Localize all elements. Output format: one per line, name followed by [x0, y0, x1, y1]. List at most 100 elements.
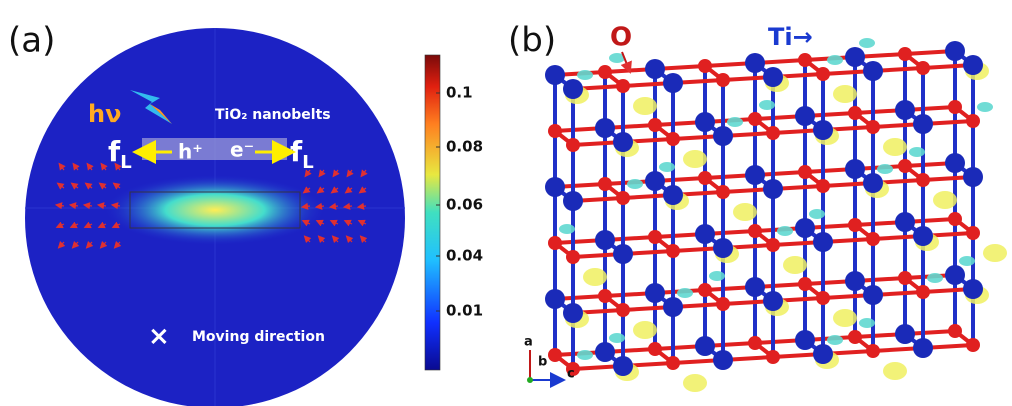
field-arrow: [331, 235, 340, 244]
charge-density: [659, 162, 675, 172]
titanium-atom: [863, 61, 883, 81]
oxygen-atom: [698, 171, 712, 185]
field-arrow: [82, 202, 93, 210]
titanium-atom: [595, 230, 615, 250]
charge-density: [627, 179, 643, 189]
titanium-atom: [563, 79, 583, 99]
titanium-atom: [763, 67, 783, 87]
atom-label: Ti→: [768, 23, 813, 51]
oxygen-atom: [866, 232, 880, 246]
titanium-atom: [863, 285, 883, 305]
field-arrow: [316, 186, 325, 194]
oxygen-atom: [916, 285, 930, 299]
titanium-atom: [645, 59, 665, 79]
titanium-atom: [545, 177, 565, 197]
oxygen-atom: [548, 124, 562, 138]
titanium-atom: [663, 73, 683, 93]
charge-density: [827, 335, 843, 345]
oxygen-atom: [598, 65, 612, 79]
oxygen-atom: [548, 236, 562, 250]
field-arrow: [356, 202, 367, 210]
oxygen-atom: [898, 271, 912, 285]
oxygen-atom: [616, 191, 630, 205]
titanium-atom: [863, 173, 883, 193]
field-arrow: [343, 219, 353, 227]
oxygen-atom: [916, 173, 930, 187]
field-arrow: [85, 240, 94, 249]
field-arrow: [314, 202, 325, 210]
oxygen-atom: [716, 73, 730, 87]
field-arrow: [112, 182, 121, 190]
charge-density: [933, 191, 957, 209]
titanium-atom: [795, 218, 815, 238]
charge-density: [727, 117, 743, 127]
charge-density: [577, 350, 593, 360]
oxygen-atom: [598, 289, 612, 303]
field-arrow: [98, 182, 107, 190]
field-arrow: [68, 202, 79, 210]
titanium-atom: [695, 336, 715, 356]
colorbar-tick-label: 0.01: [446, 302, 483, 320]
field-arrow: [55, 221, 65, 229]
oxygen-atom: [898, 159, 912, 173]
charge-density: [977, 102, 993, 112]
lightning-icon: [130, 90, 172, 124]
charge-density: [883, 138, 907, 156]
charge-density: [609, 333, 625, 343]
titanium-atom: [695, 224, 715, 244]
oxygen-atom: [848, 218, 862, 232]
field-arrow: [303, 235, 312, 244]
field-arrow: [357, 219, 367, 227]
titanium-atom: [763, 179, 783, 199]
oxygen-atom: [716, 297, 730, 311]
colorbar-ticks: 0.1 0.08 0.06 0.04 0.01: [436, 84, 483, 320]
field-arrow: [58, 162, 66, 171]
electron-label: e⁻: [230, 138, 254, 162]
oxygen-atom: [616, 79, 630, 93]
oxygen-atom: [748, 224, 762, 238]
oxygen-atom: [948, 324, 962, 338]
field-arrows: [54, 162, 368, 249]
oxygen-atom: [966, 114, 980, 128]
field-arrow: [114, 162, 122, 171]
titanium-atom: [645, 171, 665, 191]
charge-density: [883, 362, 907, 380]
charge-density: [559, 224, 575, 234]
titanium-atom: [895, 212, 915, 232]
titanium-atom: [845, 159, 865, 179]
field-arrow: [344, 186, 353, 194]
charge-density: [733, 203, 757, 221]
colorbar-tick-label: 0.04: [446, 247, 483, 265]
titanium-atom: [613, 244, 633, 264]
oxygen-atom: [748, 112, 762, 126]
field-arrow: [100, 162, 108, 171]
oxygen-atom: [916, 61, 930, 75]
field-arrow: [329, 219, 339, 227]
oxygen-atom: [548, 348, 562, 362]
field-arrow: [97, 221, 107, 229]
oxygen-atom: [966, 338, 980, 352]
titanium-atom: [745, 277, 765, 297]
charge-density: [859, 38, 875, 48]
axis-label: b: [538, 355, 547, 370]
titanium-atom: [763, 291, 783, 311]
oxygen-atom: [798, 277, 812, 291]
oxygen-atom: [948, 100, 962, 114]
titanium-atom: [895, 324, 915, 344]
panel-a: (a) hν TiO₂ nanobelts fL fL h⁺ e⁻ × Movi…: [8, 21, 483, 406]
oxygen-atom: [716, 185, 730, 199]
titanium-atom: [813, 120, 833, 140]
oxygen-atom: [616, 303, 630, 317]
titanium-atom: [613, 356, 633, 376]
field-arrow: [83, 221, 93, 229]
field-arrow: [302, 186, 311, 194]
colorbar-tick-label: 0.06: [446, 196, 483, 214]
oxygen-atom: [666, 356, 680, 370]
panel-label: (a): [8, 21, 55, 61]
charge-density: [833, 309, 857, 327]
field-arrow: [318, 169, 326, 178]
panel-label: (b): [508, 21, 556, 61]
oxygen-atom: [766, 126, 780, 140]
oxygen-atom: [598, 177, 612, 191]
